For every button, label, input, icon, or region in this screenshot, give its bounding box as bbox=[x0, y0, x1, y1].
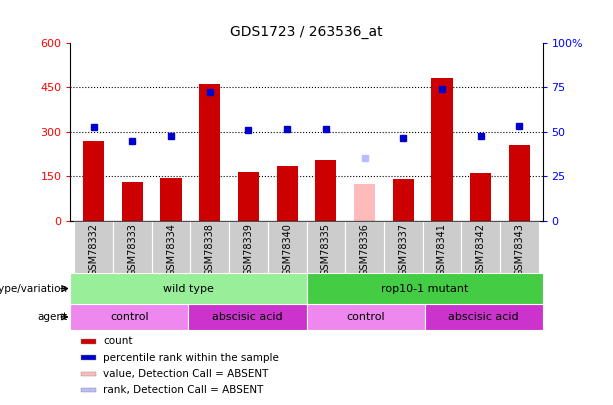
Bar bbox=[306, 304, 424, 330]
Text: percentile rank within the sample: percentile rank within the sample bbox=[104, 353, 279, 362]
Bar bbox=[82, 371, 96, 376]
Bar bbox=[70, 304, 189, 330]
Bar bbox=[82, 355, 96, 360]
Text: genotype/variation: genotype/variation bbox=[0, 284, 67, 294]
Bar bbox=[189, 304, 306, 330]
Bar bbox=[161, 178, 181, 221]
Text: agent: agent bbox=[37, 312, 67, 322]
Bar bbox=[276, 166, 298, 221]
Text: GSM78333: GSM78333 bbox=[128, 223, 137, 276]
Text: GSM78334: GSM78334 bbox=[166, 223, 176, 276]
Text: GSM78342: GSM78342 bbox=[476, 223, 485, 276]
Bar bbox=[70, 273, 306, 304]
Title: GDS1723 / 263536_at: GDS1723 / 263536_at bbox=[230, 25, 383, 39]
Bar bbox=[392, 179, 414, 221]
Text: abscisic acid: abscisic acid bbox=[212, 312, 283, 322]
Bar bbox=[345, 221, 384, 273]
Bar bbox=[354, 183, 375, 221]
Text: rop10-1 mutant: rop10-1 mutant bbox=[381, 284, 468, 294]
Text: GSM78343: GSM78343 bbox=[514, 223, 524, 276]
Text: GSM78341: GSM78341 bbox=[437, 223, 447, 276]
Bar bbox=[268, 221, 306, 273]
Bar bbox=[82, 339, 96, 344]
Text: rank, Detection Call = ABSENT: rank, Detection Call = ABSENT bbox=[104, 385, 264, 395]
Bar bbox=[122, 182, 143, 221]
Text: value, Detection Call = ABSENT: value, Detection Call = ABSENT bbox=[104, 369, 268, 379]
Bar bbox=[238, 172, 259, 221]
Bar bbox=[432, 78, 452, 221]
Text: GSM78339: GSM78339 bbox=[243, 223, 253, 276]
Bar bbox=[424, 304, 543, 330]
Text: control: control bbox=[110, 312, 149, 322]
Bar bbox=[315, 160, 337, 221]
Text: GSM78336: GSM78336 bbox=[360, 223, 370, 276]
Bar bbox=[229, 221, 268, 273]
Bar bbox=[199, 84, 221, 221]
Bar bbox=[306, 273, 543, 304]
Text: control: control bbox=[346, 312, 385, 322]
Bar bbox=[113, 221, 152, 273]
Text: GSM78332: GSM78332 bbox=[89, 223, 99, 276]
Bar bbox=[82, 388, 96, 392]
Text: wild type: wild type bbox=[163, 284, 214, 294]
Bar bbox=[384, 221, 422, 273]
Bar bbox=[306, 221, 345, 273]
Bar bbox=[509, 145, 530, 221]
Bar bbox=[470, 173, 491, 221]
Text: GSM78335: GSM78335 bbox=[321, 223, 331, 276]
Text: GSM78337: GSM78337 bbox=[398, 223, 408, 276]
Bar bbox=[74, 221, 113, 273]
Text: GSM78338: GSM78338 bbox=[205, 223, 215, 276]
Bar bbox=[152, 221, 191, 273]
Bar bbox=[191, 221, 229, 273]
Text: count: count bbox=[104, 337, 133, 346]
Bar bbox=[83, 141, 104, 221]
Bar bbox=[422, 221, 461, 273]
Bar bbox=[500, 221, 539, 273]
Bar bbox=[461, 221, 500, 273]
Text: GSM78340: GSM78340 bbox=[282, 223, 292, 276]
Text: abscisic acid: abscisic acid bbox=[448, 312, 519, 322]
